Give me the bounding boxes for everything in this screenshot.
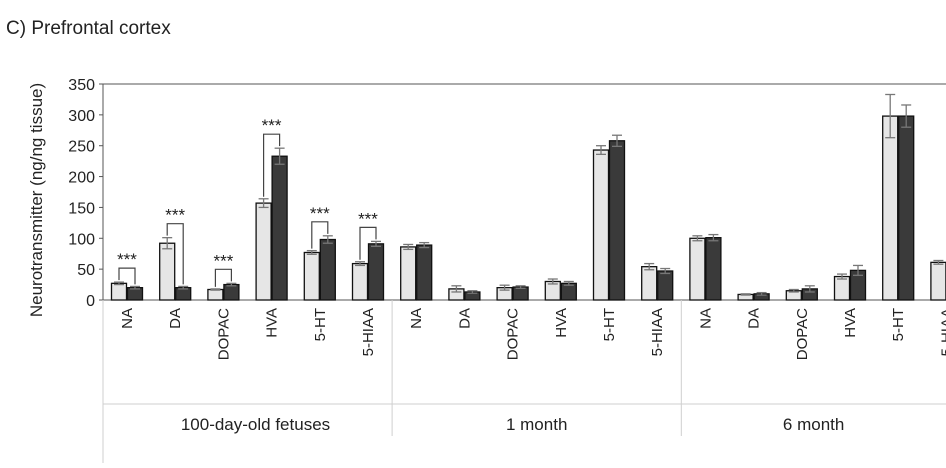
bar-5-hiaa-series1 (641, 266, 658, 301)
bar-5-hiaa-series2 (657, 270, 674, 301)
y-axis-label: Neurotransmitter (ng/ng tissue) (27, 83, 46, 317)
significance-label: *** (310, 204, 330, 223)
significance-bracket (214, 268, 232, 287)
x-tick-label: HVA (264, 308, 281, 338)
significance-label: *** (213, 251, 233, 270)
x-tick-label: 5-HT (312, 308, 329, 341)
x-tick-label: NA (697, 308, 714, 329)
y-tick-label: 150 (68, 200, 95, 217)
significance-bracket (359, 226, 377, 260)
bar-5-ht-series1 (303, 251, 320, 301)
x-tick-label: NA (119, 308, 136, 329)
y-tick-label: 200 (68, 170, 95, 187)
group-label: 100-day-old fetuses (181, 415, 330, 434)
significance-bracket (263, 133, 281, 197)
x-tick-label: DOPAC (215, 308, 232, 360)
plot-area: 0 50 100 150 200 250 300 350 *** NA *** DA *** DOPAC *… (68, 77, 946, 463)
significance-bracket (118, 267, 136, 285)
bar-5-ht-series2 (898, 115, 915, 301)
bar-na-series2 (416, 244, 433, 301)
y-tick-label: 100 (68, 231, 95, 248)
x-tick-label: 5-HIAA (649, 308, 666, 356)
y-tick-label: 0 (86, 293, 95, 310)
bar-5-ht-series1 (592, 149, 610, 301)
x-tick-label: 5-HT (601, 308, 618, 341)
x-tick-label: DA (456, 308, 473, 329)
y-tick-label: 250 (68, 139, 95, 156)
y-tick-label: 300 (68, 108, 95, 125)
significance-label: *** (117, 250, 137, 269)
bar-hva-series1 (255, 202, 272, 301)
x-tick-label: NA (408, 308, 425, 329)
bar-5-ht-series2 (608, 140, 626, 301)
significance-label: *** (262, 116, 282, 135)
bar-5-ht-series1 (882, 115, 899, 301)
panel-title: C) Prefrontal cortex (6, 18, 171, 39)
y-tick-label: 50 (77, 262, 95, 279)
bar-na-series1 (689, 237, 706, 301)
x-tick-label: 5-HIAA (360, 308, 377, 356)
bar-na-series1 (110, 282, 128, 301)
significance-bracket (166, 223, 184, 285)
bar-5-hiaa-series2 (367, 243, 385, 301)
group-label: 6 month (783, 415, 844, 434)
x-tick-label: DOPAC (505, 308, 522, 360)
significance-label: *** (358, 209, 378, 228)
bar-hva-series1 (833, 275, 851, 301)
x-tick-label: 5-HT (890, 308, 907, 341)
x-tick-label: HVA (842, 308, 859, 338)
significance-bracket (311, 221, 329, 249)
bar-dopac-series1 (207, 288, 224, 301)
bar-dopac-series2 (223, 283, 240, 301)
bar-da-series1 (159, 242, 176, 301)
bar-hva-series2 (271, 155, 288, 301)
y-tick-label: 350 (68, 77, 95, 94)
x-tick-label: DOPAC (794, 308, 811, 360)
x-tick-label: DA (746, 308, 763, 329)
group-label: 1 month (506, 415, 567, 434)
x-tick-label: HVA (553, 308, 570, 338)
bar-5-hiaa-series1 (351, 262, 369, 301)
bar-na-series2 (705, 237, 722, 301)
bar-na-series1 (400, 246, 417, 301)
x-tick-label: DA (167, 308, 184, 329)
bar-5-ht-series2 (319, 238, 336, 301)
bar-dopac-series2 (512, 286, 529, 301)
significance-label: *** (165, 206, 185, 225)
x-tick-label: 5-HIAA (938, 308, 946, 356)
bar-5-hiaa-series1 (930, 261, 946, 301)
